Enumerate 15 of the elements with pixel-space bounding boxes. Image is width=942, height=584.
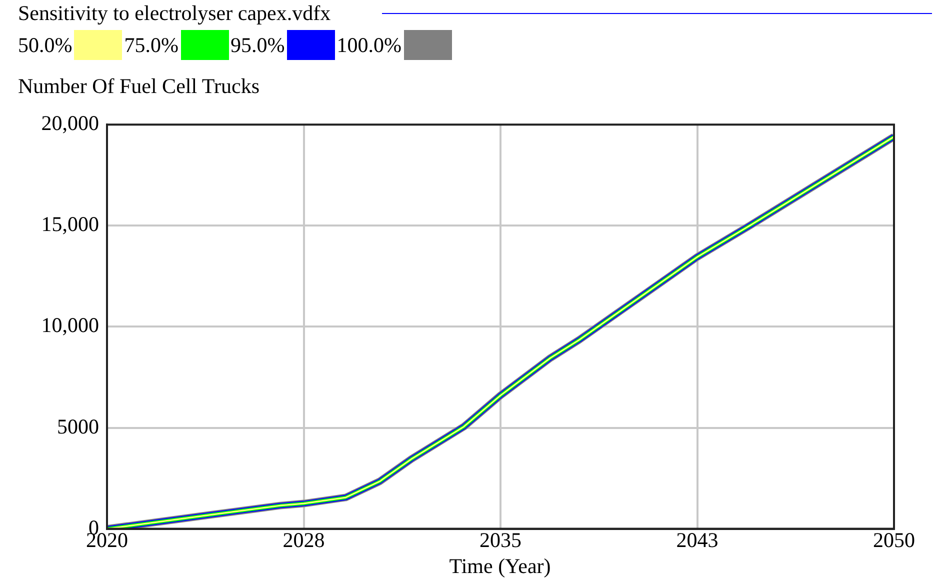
- x-tick-label: 2028: [282, 528, 325, 552]
- y-tick-label: 20,000: [41, 111, 99, 136]
- y-axis-title: Number Of Fuel Cell Trucks: [18, 74, 260, 99]
- x-tick-label: 2035: [480, 528, 522, 552]
- y-tick-label: 10,000: [41, 313, 99, 338]
- y-tick-label: 15,000: [41, 212, 99, 236]
- y-tick-label: 5000: [57, 414, 99, 438]
- legend-label: 50.0%: [18, 32, 72, 59]
- legend-label: 100.0%: [336, 32, 402, 59]
- legend-title: Sensitivity to electrolyser capex.vdfx: [18, 0, 331, 26]
- x-axis-title: Time (Year): [448, 554, 552, 579]
- legend-label: 75.0%: [124, 32, 178, 59]
- x-tick-label: 2050: [873, 528, 915, 552]
- legend-label: 95.0%: [230, 32, 285, 59]
- x-tick-label: 2043: [676, 528, 718, 552]
